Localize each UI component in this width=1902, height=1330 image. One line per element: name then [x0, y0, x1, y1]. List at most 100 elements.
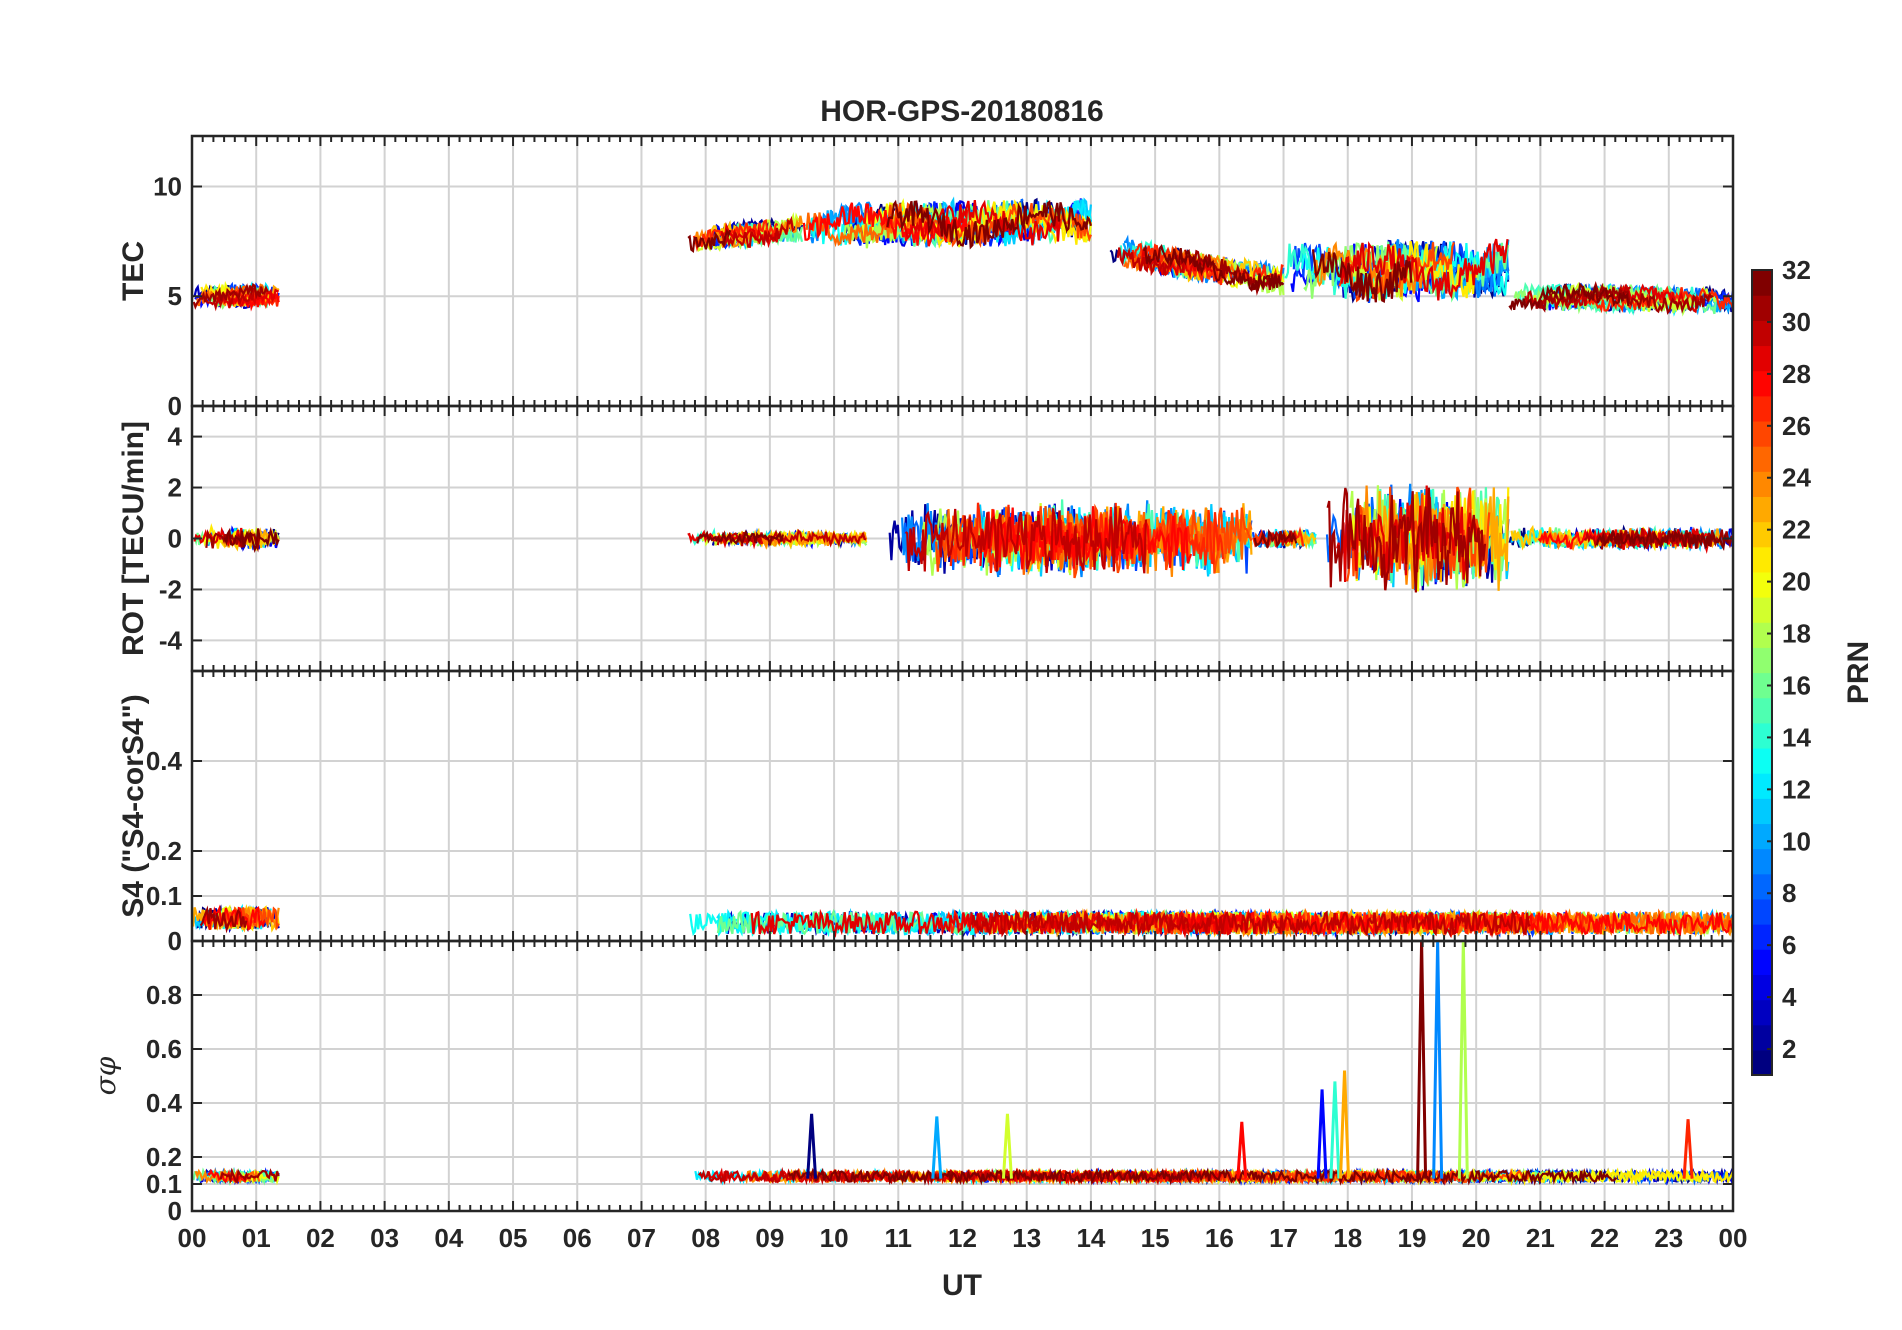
- series-line-prn-32: [223, 526, 280, 554]
- colorbar-tick-label: 6: [1782, 930, 1796, 960]
- colorbar-band: [1752, 622, 1772, 648]
- series-line-prn-32: [886, 199, 1092, 250]
- colorbar-band: [1752, 747, 1772, 774]
- series-line-prn-30: [721, 215, 796, 249]
- x-tick-label: 21: [1526, 1223, 1555, 1253]
- spike-mark: [1339, 1070, 1351, 1179]
- spike-mark: [1457, 941, 1469, 1179]
- panel-tec: 0 5 10 TEC: [117, 134, 1735, 421]
- colorbar-band: [1752, 672, 1772, 699]
- series-line-prn-26: [224, 906, 280, 931]
- series-line-prn-29: [903, 199, 1061, 246]
- series-line-prn-31: [1535, 281, 1714, 315]
- x-tick-label: 08: [691, 1223, 720, 1253]
- colorbar-band: [1752, 496, 1772, 523]
- x-tick-label: 03: [370, 1223, 399, 1253]
- spike-mark: [1001, 1113, 1013, 1179]
- series-line-prn-32: [1253, 528, 1298, 549]
- series-line-prn-29: [215, 288, 279, 309]
- series-line-prn-25: [221, 1168, 261, 1184]
- chart-title: HOR-GPS-20180816: [820, 95, 1103, 128]
- colorbar-band: [1752, 798, 1772, 825]
- colorbar-band: [1752, 295, 1772, 321]
- x-tick-label: 02: [306, 1223, 335, 1253]
- y-tick-label: 5: [168, 281, 182, 311]
- series-line-prn-29: [1340, 238, 1509, 301]
- colorbar-tick-label: 12: [1782, 774, 1811, 804]
- series-line-prn-32: [696, 529, 784, 546]
- x-tick-label: 17: [1269, 1223, 1298, 1253]
- x-tick-label: 12: [948, 1223, 977, 1253]
- x-tick-label: 09: [755, 1223, 784, 1253]
- x-tick-label: 22: [1590, 1223, 1619, 1253]
- x-tick-label: 00: [178, 1223, 207, 1253]
- x-tick-label: 19: [1397, 1223, 1426, 1253]
- colorbar-band: [1752, 722, 1772, 749]
- x-tick-label: 14: [1076, 1223, 1105, 1253]
- colorbar-tick-label: 22: [1782, 515, 1811, 545]
- y-tick-label: 4: [168, 422, 183, 452]
- colorbar-tick-label: 32: [1782, 255, 1811, 285]
- y-tick-label: 0: [168, 524, 182, 554]
- colorbar-frame: [1751, 269, 1773, 1076]
- colorbar-tick-label: 4: [1782, 982, 1797, 1012]
- y-tick-label: 0.4: [146, 1088, 183, 1118]
- series-line-prn-29: [750, 908, 1238, 939]
- x-tick-label: 05: [499, 1223, 528, 1253]
- y-tick-label: 0.1: [146, 881, 182, 911]
- series-line-prn-28: [207, 1168, 250, 1184]
- series-line-prn-30: [904, 506, 1147, 574]
- series-line-prn-27: [229, 286, 280, 310]
- colorbar-tick-label: 8: [1782, 878, 1796, 908]
- x-tick-label: 18: [1333, 1223, 1362, 1253]
- x-tick-label: 23: [1654, 1223, 1683, 1253]
- colorbar-band: [1752, 395, 1772, 422]
- colorbar-label: PRN: [1842, 641, 1875, 704]
- colorbar-band: [1752, 1049, 1772, 1076]
- series-line-prn-32: [1142, 243, 1285, 293]
- series-line-prn-25: [1160, 907, 1733, 938]
- y-tick-label: 0.8: [146, 980, 182, 1010]
- series-line-prn-30: [970, 909, 1531, 938]
- colorbar-band: [1752, 446, 1772, 472]
- spike-mark: [1432, 941, 1444, 1179]
- colorbar-band: [1752, 1024, 1772, 1051]
- series-line-prn-32: [1595, 527, 1730, 552]
- y-tick-label: 0.4: [146, 746, 183, 776]
- x-tick-label: 13: [1012, 1223, 1041, 1253]
- x-tick-label: 15: [1141, 1223, 1170, 1253]
- y-tick-label: 0.2: [146, 836, 182, 866]
- y-tick-label: 0.6: [146, 1034, 182, 1064]
- x-tick-label: 06: [563, 1223, 592, 1253]
- x-tick-label: 16: [1205, 1223, 1234, 1253]
- x-axis-label: UT: [942, 1269, 982, 1302]
- panel-s4: 0 0.1 0.2 0.4S4 ("S4-corS4"): [117, 669, 1735, 956]
- series-line-prn-31: [199, 905, 248, 934]
- colorbar-band: [1752, 270, 1772, 296]
- colorbar-band: [1752, 370, 1772, 397]
- x-tick-label: 01: [242, 1223, 271, 1253]
- colorbar-band: [1752, 898, 1772, 925]
- x-tick-label: 00: [1719, 1223, 1748, 1253]
- x-tick-label: 10: [820, 1223, 849, 1253]
- x-tick-label: 11: [885, 1223, 913, 1253]
- series-line-prn-31: [219, 1167, 280, 1185]
- series-line-prn-32: [787, 1167, 1618, 1186]
- colorbar-band: [1752, 420, 1772, 447]
- y-tick-label: -4: [159, 625, 183, 655]
- x-tick-label: 20: [1462, 1223, 1491, 1253]
- y-tick-label: 10: [153, 171, 182, 201]
- y-axis-label: σφ: [89, 1056, 122, 1095]
- colorbar-tick-label: 30: [1782, 307, 1811, 337]
- colorbar-band: [1752, 546, 1772, 573]
- spike-mark: [1329, 1081, 1341, 1179]
- series-group: [192, 941, 1733, 1187]
- colorbar-tick-label: 20: [1782, 567, 1811, 597]
- series-line-prn-31: [1326, 487, 1487, 593]
- colorbar-band: [1752, 823, 1772, 850]
- colorbar-tick-label: 26: [1782, 411, 1811, 441]
- spike-mark: [931, 1116, 943, 1179]
